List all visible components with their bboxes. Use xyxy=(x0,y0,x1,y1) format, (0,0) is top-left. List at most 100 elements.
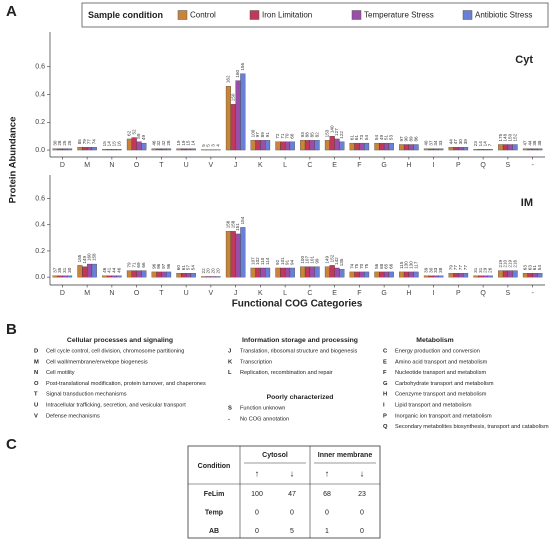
bar xyxy=(482,149,489,151)
count-label: 85 xyxy=(309,132,314,138)
count-label: 114 xyxy=(265,257,270,265)
legend-label: Iron Limitation xyxy=(262,11,312,20)
bar xyxy=(275,141,281,151)
cog-description: Coenzyme transport and metabolism xyxy=(395,392,487,398)
bar xyxy=(399,144,405,151)
bar xyxy=(77,147,83,151)
bar xyxy=(487,275,493,278)
cog-code: C xyxy=(383,349,388,355)
cog-code: G xyxy=(383,381,388,387)
x-tick-label: I xyxy=(433,290,435,297)
bar xyxy=(423,275,429,278)
bar xyxy=(487,149,493,151)
cog-code: S xyxy=(228,406,232,412)
cog-description: Signal transduction mechanisms xyxy=(46,392,127,398)
count-label: 107 xyxy=(305,256,310,264)
table-header: Cytosol xyxy=(262,452,288,459)
bar xyxy=(532,273,538,278)
table-cell: 0 xyxy=(255,509,259,516)
x-tick-label: P xyxy=(456,290,461,297)
count-label: 4 xyxy=(215,144,220,147)
group-title: Metabolism xyxy=(416,337,453,344)
count-label: 75 xyxy=(354,263,359,269)
count-label: 30 xyxy=(458,139,463,145)
bar xyxy=(166,148,172,151)
count-label: 219 xyxy=(507,259,512,267)
count-label: 130 xyxy=(404,261,409,269)
bar xyxy=(62,148,68,151)
group-title: Cellular processes and signaling xyxy=(67,337,173,344)
x-tick-label: - xyxy=(531,290,534,297)
x-tick-label: Q xyxy=(480,162,486,169)
count-label: 216 xyxy=(512,259,517,267)
bar xyxy=(463,147,469,151)
cog-description: Inorganic ion transport and metabolism xyxy=(395,413,492,419)
count-label: 155 xyxy=(77,254,82,262)
y-tick-label: 0.0 xyxy=(35,274,45,281)
bar xyxy=(185,273,192,278)
count-label: 61 xyxy=(349,135,354,141)
legend-label: Antibiotic Stress xyxy=(475,11,532,20)
bar xyxy=(473,149,479,151)
bar xyxy=(502,270,509,278)
count-label: 140 xyxy=(329,125,334,133)
count-label: 77 xyxy=(458,265,463,271)
table-cell: 1 xyxy=(325,528,329,535)
cog-code: T xyxy=(34,392,38,398)
x-tick-label: G xyxy=(381,162,386,169)
bar xyxy=(374,142,380,151)
x-tick-label: P xyxy=(456,162,461,169)
panel-label: C xyxy=(6,436,17,453)
bar xyxy=(364,271,370,278)
facet-title: Cyt xyxy=(515,54,533,66)
count-label: 72 xyxy=(275,133,280,139)
x-tick-label: K xyxy=(258,290,263,297)
cog-code: M xyxy=(34,359,39,365)
count-label: 16 xyxy=(116,141,121,147)
x-tick-label: E xyxy=(332,162,337,169)
cog-description: Cell motility xyxy=(46,370,75,376)
table-cell: 100 xyxy=(251,491,263,498)
x-tick-label: L xyxy=(283,290,287,297)
count-label: 15 xyxy=(111,141,116,147)
count-label: 130 xyxy=(408,261,413,269)
legend-label: Temperature Stress xyxy=(364,11,434,20)
bar xyxy=(67,148,73,151)
count-label: 46 xyxy=(151,140,156,146)
x-tick-label: E xyxy=(332,290,337,297)
bar xyxy=(77,265,83,278)
bar xyxy=(498,270,504,278)
table-cell: 47 xyxy=(288,491,296,498)
bar xyxy=(284,267,291,278)
count-label: 7 xyxy=(488,143,493,146)
bar xyxy=(433,275,439,278)
x-tick-label: D xyxy=(60,162,65,169)
count-label: 29 xyxy=(483,267,488,273)
bar xyxy=(433,148,439,151)
count-label: 20 xyxy=(210,268,215,274)
bar xyxy=(428,148,434,151)
bar xyxy=(82,266,88,278)
bar xyxy=(364,142,370,151)
count-label: 94 xyxy=(290,259,295,265)
count-label: 30 xyxy=(67,267,72,273)
bar xyxy=(62,275,68,278)
row-label: FeLim xyxy=(204,491,225,498)
bar xyxy=(255,267,261,278)
count-label: 5 xyxy=(206,144,211,147)
panel-label: A xyxy=(6,3,17,20)
bar xyxy=(413,144,419,151)
bar xyxy=(309,140,315,151)
x-tick-label: J xyxy=(234,162,238,169)
bar xyxy=(537,148,543,151)
cog-description: Translation, ribosomal structure and bio… xyxy=(240,348,358,354)
legend-label: Control xyxy=(190,11,216,20)
bar xyxy=(161,271,167,278)
count-label: 71 xyxy=(280,133,285,139)
count-label: 160 xyxy=(235,70,240,78)
table-header: Condition xyxy=(198,463,231,470)
cog-description: Secondary metabolites biosynthesis, tran… xyxy=(395,424,549,430)
bar xyxy=(304,140,311,151)
count-label: 77 xyxy=(453,265,458,271)
count-label: 44 xyxy=(527,140,532,146)
